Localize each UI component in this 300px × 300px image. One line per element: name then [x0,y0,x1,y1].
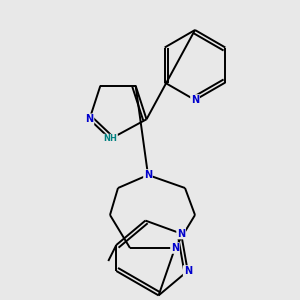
Text: N: N [184,266,192,276]
Text: N: N [191,95,199,105]
Text: N: N [144,170,152,180]
Text: N: N [177,229,185,238]
Text: N: N [171,243,179,253]
Text: NH: NH [103,134,117,143]
Text: N: N [85,114,94,124]
